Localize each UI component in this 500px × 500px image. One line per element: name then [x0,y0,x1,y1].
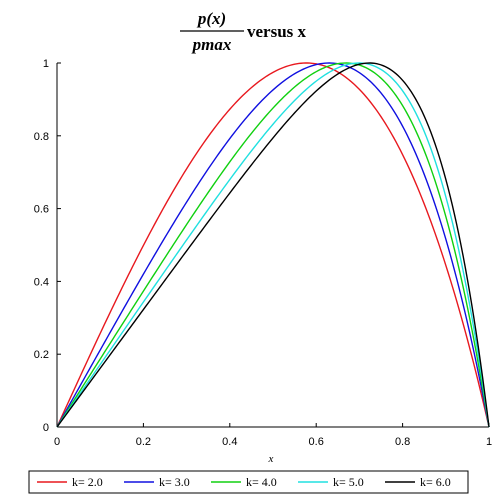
x-tick-label: 1 [486,436,492,448]
legend-label: k= 4.0 [246,475,277,489]
y-tick-label: 0.6 [34,204,49,216]
y-tick-label: 1 [43,58,49,70]
series-lines [56,62,490,428]
legend-label: k= 3.0 [159,475,190,489]
series-line-1 [56,62,490,428]
legend-items: k= 2.0 k= 3.0 k= 4.0 k= 5.0 k= 6.0 [37,475,451,489]
title-suffix: versus x [247,22,307,41]
x-tick-label: 0.2 [136,436,151,448]
title-denominator: pmax [191,35,232,54]
legend-label: k= 5.0 [333,475,364,489]
y-tick-label: 0.4 [34,276,49,288]
x-axis-label: x [268,453,274,465]
series-line-2 [56,62,490,428]
title-numerator: p(x) [196,9,226,28]
y-tick-label: 0.2 [34,349,49,361]
x-tick-label: 0.6 [309,436,324,448]
legend-box [28,470,469,494]
x-tick-label: 0 [54,436,60,448]
legend-label: k= 6.0 [420,475,451,489]
series-line-5 [56,62,490,428]
legend-label: k= 2.0 [72,475,103,489]
x-tick-label: 0.4 [222,436,237,448]
series-line-4 [56,62,490,428]
axis-ticks: 0 0.2 0.4 0.6 0.8 1 0 0.2 0.4 0.6 0.8 1 [34,58,492,448]
y-tick-label: 0.8 [34,131,49,143]
legend: k= 2.0 k= 3.0 k= 4.0 k= 5.0 k= 6.0 [28,470,469,494]
series-line-3 [56,62,490,428]
y-tick-label: 0 [43,422,49,434]
x-tick-label: 0.8 [395,436,410,448]
chart-title: p(x) pmax versus x [180,9,307,54]
